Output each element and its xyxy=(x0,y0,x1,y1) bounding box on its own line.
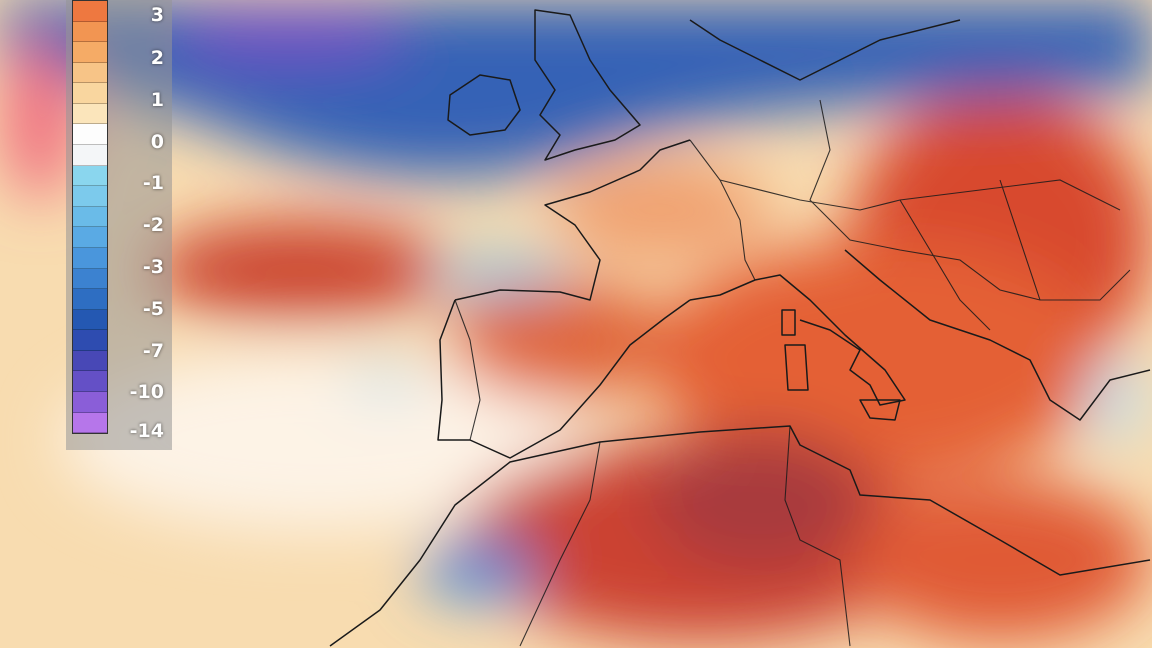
legend-label: 2 xyxy=(150,47,164,69)
iberia-coast xyxy=(437,299,691,459)
legend-label: 1 xyxy=(150,89,164,111)
scandinavia-denmark-coast xyxy=(689,19,961,81)
legend-color-band xyxy=(73,371,107,392)
legend-color-band xyxy=(73,62,107,84)
color-scale-bar xyxy=(72,0,108,434)
corsica-coast xyxy=(781,309,796,336)
ireland-coast xyxy=(447,74,521,136)
med-france-italy-coast xyxy=(689,274,906,406)
legend-color-band xyxy=(73,103,107,125)
great-britain-coast xyxy=(534,9,641,161)
adriatic-balkan-coast xyxy=(844,249,1151,421)
legend-color-band xyxy=(73,309,107,331)
legend-label: -14 xyxy=(129,420,164,442)
legend-color-band xyxy=(73,330,107,351)
legend-label: 0 xyxy=(150,131,164,153)
legend-color-band xyxy=(73,206,107,228)
legend-color-band xyxy=(73,165,107,187)
legend-color-band xyxy=(73,247,107,269)
legend-color-band xyxy=(73,145,107,166)
legend-color-band xyxy=(73,227,107,248)
legend-color-band xyxy=(73,350,107,372)
legend-color-band xyxy=(73,42,107,63)
coastlines xyxy=(329,9,1151,647)
legend-label: -5 xyxy=(142,298,164,320)
legend-label: -3 xyxy=(142,256,164,278)
country-borders xyxy=(454,99,1131,647)
sicily-coast xyxy=(859,399,901,421)
legend-color-band xyxy=(73,186,107,207)
legend-color-band xyxy=(73,289,107,310)
legend-color-band xyxy=(73,412,107,434)
legend-label: 3 xyxy=(150,4,164,26)
legend-color-band xyxy=(73,391,107,413)
legend-color-band xyxy=(73,21,107,43)
legend-label: -7 xyxy=(142,340,164,362)
legend-color-band xyxy=(73,124,107,146)
color-scale-legend: 3 2 1 0 -1 -2 -3 -5 -7 -10 -14 xyxy=(66,0,172,450)
legend-label: -10 xyxy=(129,381,164,403)
legend-label: -1 xyxy=(142,172,164,194)
legend-color-band xyxy=(73,268,107,290)
sardinia-coast xyxy=(784,344,809,391)
legend-color-band xyxy=(73,83,107,104)
legend-label: -2 xyxy=(142,214,164,236)
france-coast xyxy=(454,139,691,301)
legend-color-band xyxy=(73,1,107,22)
